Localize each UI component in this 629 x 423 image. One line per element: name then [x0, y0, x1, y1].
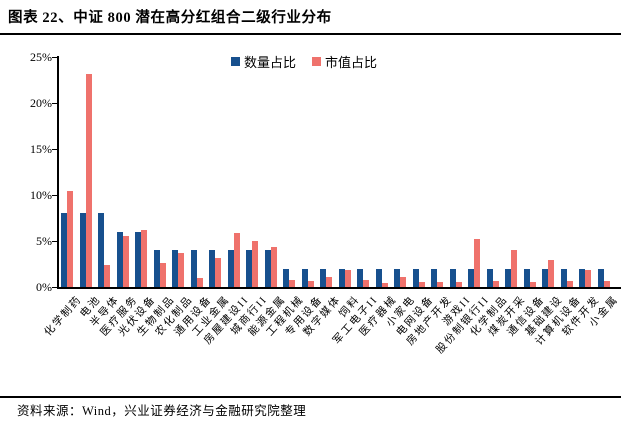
bar-market-value: [252, 241, 258, 287]
bar-quantity: [505, 268, 511, 287]
bar-quantity: [523, 268, 530, 287]
bar-quantity: [190, 250, 197, 287]
legend-swatch-quantity-icon: [231, 57, 240, 66]
bar-quantity: [79, 213, 86, 287]
y-axis-tick-label: 5%: [36, 234, 52, 248]
bar-market-value: [67, 191, 73, 287]
y-axis-tick-label: 0%: [36, 280, 52, 294]
bar-quantity: [357, 268, 363, 287]
bar-quantity: [246, 250, 252, 287]
x-axis-label: 化学制药: [42, 294, 85, 339]
bar-market-value: [492, 280, 499, 287]
y-axis-tick: [52, 194, 57, 196]
bar-market-value: [344, 269, 351, 287]
bar-quantity: [320, 268, 326, 287]
legend-item-market-value: 市值占比: [312, 52, 377, 71]
bar-quantity: [412, 268, 419, 287]
bar-quantity: [135, 231, 141, 287]
bar-quantity: [98, 213, 104, 287]
bar-quantity: [301, 268, 308, 287]
source-note: 资料来源：Wind，兴业证券经济与金融研究院整理: [17, 404, 307, 418]
y-axis-tick: [52, 240, 57, 242]
y-axis-tick-label: 20%: [30, 96, 52, 110]
bar-market-value: [418, 282, 425, 287]
y-axis-tick-label: 10%: [30, 188, 52, 202]
bar-market-value: [122, 236, 129, 287]
bar-quantity: [227, 250, 234, 287]
bar-market-value: [104, 264, 110, 287]
y-axis-line: [57, 56, 59, 287]
bar-quantity: [61, 213, 67, 287]
title-divider: [0, 33, 621, 35]
source-divider: [0, 396, 621, 398]
bar-quantity: [431, 268, 437, 287]
bar-market-value: [159, 263, 166, 287]
bar-quantity: [597, 268, 604, 287]
bar-market-value: [455, 282, 462, 287]
legend-label-market-value: 市值占比: [325, 55, 378, 70]
bar-market-value: [585, 270, 591, 287]
bar-market-value: [511, 250, 517, 287]
bar-quantity: [153, 250, 160, 287]
bar-market-value: [566, 281, 573, 287]
bar-market-value: [270, 247, 277, 287]
bar-quantity: [542, 268, 548, 287]
x-axis-line: [57, 287, 621, 289]
bar-quantity: [375, 268, 382, 287]
bar-market-value: [548, 260, 554, 287]
bar-market-value: [363, 279, 369, 287]
bar-quantity: [172, 250, 178, 287]
bar-quantity: [468, 268, 474, 287]
y-axis-tick-label: 15%: [30, 142, 52, 156]
bar-market-value: [178, 252, 184, 287]
bar-market-value: [437, 282, 443, 287]
y-axis-tick: [52, 286, 57, 288]
bar-market-value: [196, 277, 203, 287]
y-axis-tick: [52, 56, 57, 58]
bar-market-value: [381, 283, 388, 287]
bar-market-value: [529, 282, 536, 287]
figure-title: 图表 22、中证 800 潜在高分红组合二级行业分布: [8, 10, 332, 26]
y-axis-tick-label: 25%: [30, 50, 52, 64]
bar-market-value: [307, 280, 314, 287]
bar-quantity: [116, 231, 123, 287]
bar-quantity: [449, 268, 456, 287]
bar-market-value: [326, 276, 332, 287]
bar-market-value: [141, 229, 147, 287]
chart-legend: 数量占比 市值占比: [231, 52, 377, 71]
y-axis-tick: [52, 102, 57, 104]
bar-quantity: [486, 268, 493, 287]
bar-market-value: [215, 258, 221, 287]
bar-quantity: [283, 268, 289, 287]
legend-swatch-market-value-icon: [312, 57, 322, 66]
bar-quantity: [560, 268, 567, 287]
bar-market-value: [289, 279, 295, 287]
bar-market-value: [233, 232, 240, 287]
bar-market-value: [400, 276, 406, 287]
bar-quantity: [394, 268, 400, 287]
bar-market-value: [603, 281, 610, 287]
legend-item-quantity: 数量占比: [231, 52, 296, 71]
bar-market-value: [85, 73, 92, 287]
bar-quantity: [338, 268, 345, 287]
y-axis-tick: [52, 148, 57, 150]
bar-quantity: [579, 268, 585, 287]
bar-market-value: [474, 239, 480, 287]
bar-quantity: [264, 250, 271, 287]
bar-quantity: [209, 250, 215, 287]
legend-label-quantity: 数量占比: [244, 55, 297, 70]
